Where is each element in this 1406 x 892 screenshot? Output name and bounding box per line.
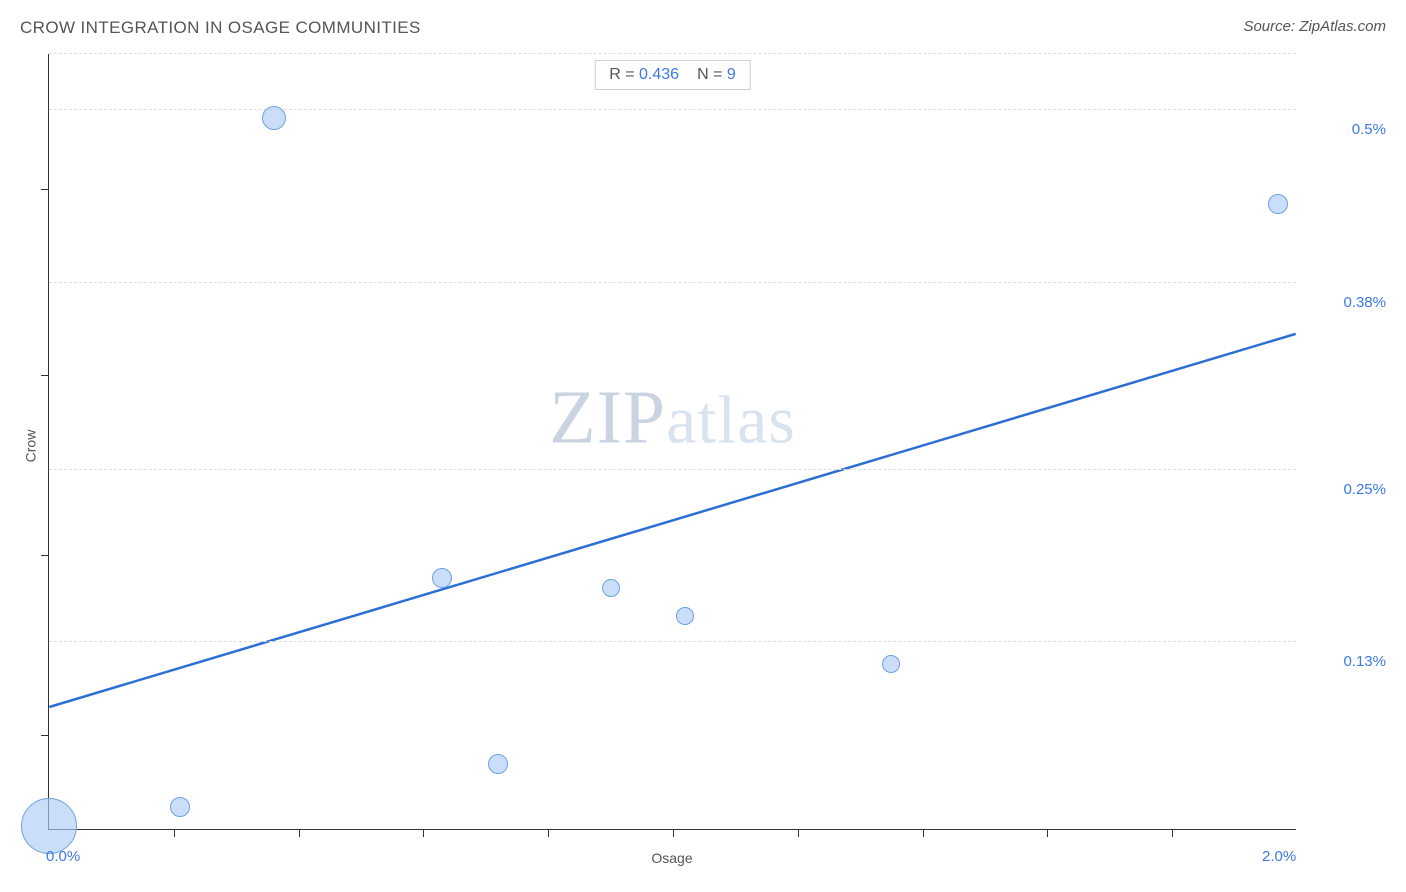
n-value: 9 (727, 66, 736, 83)
scatter-point (882, 655, 900, 673)
scatter-point (488, 754, 508, 774)
chart-header: CROW INTEGRATION IN OSAGE COMMUNITIES So… (20, 18, 1386, 46)
x-axis-label: Osage (48, 850, 1296, 866)
grid-line (49, 109, 1296, 110)
r-stat: R = 0.436 (609, 66, 679, 84)
scatter-point (21, 798, 77, 854)
y-tick (41, 189, 49, 190)
y-axis-label: Crow (22, 430, 38, 463)
r-value: 0.436 (639, 66, 679, 83)
grid-line (49, 53, 1296, 54)
x-min-label: 0.0% (46, 848, 80, 865)
x-tick (1172, 829, 1173, 837)
y-tick (41, 555, 49, 556)
scatter-point (676, 607, 694, 625)
watermark: ZIPatlas (549, 375, 796, 462)
watermark-small: atlas (666, 382, 796, 458)
scatter-point (170, 797, 190, 817)
x-tick (423, 829, 424, 837)
y-tick-label: 0.5% (1306, 121, 1386, 138)
stats-box: R = 0.436 N = 9 (594, 60, 751, 90)
trend-line (49, 54, 1296, 829)
x-tick (299, 829, 300, 837)
x-tick (548, 829, 549, 837)
x-max-label: 2.0% (1262, 848, 1296, 865)
scatter-point (432, 568, 452, 588)
y-tick (41, 735, 49, 736)
source-attribution: Source: ZipAtlas.com (1243, 18, 1386, 35)
scatter-point (1268, 194, 1288, 214)
scatter-point (262, 106, 286, 130)
y-tick-label: 0.38% (1306, 294, 1386, 311)
chart-title: CROW INTEGRATION IN OSAGE COMMUNITIES (20, 18, 421, 37)
watermark-big: ZIP (549, 376, 666, 460)
y-tick-label: 0.13% (1306, 653, 1386, 670)
x-tick (1047, 829, 1048, 837)
n-stat: N = 9 (697, 66, 736, 84)
grid-line (49, 641, 1296, 642)
x-tick (798, 829, 799, 837)
grid-line (49, 469, 1296, 470)
r-label: R = (609, 66, 634, 83)
grid-line (49, 282, 1296, 283)
x-tick (673, 829, 674, 837)
x-tick (174, 829, 175, 837)
y-tick (41, 375, 49, 376)
scatter-point (602, 579, 620, 597)
y-tick-label: 0.25% (1306, 481, 1386, 498)
n-label: N = (697, 66, 722, 83)
scatter-chart: ZIPatlas R = 0.436 N = 9 0.13%0.25%0.38%… (48, 54, 1296, 830)
x-tick (923, 829, 924, 837)
